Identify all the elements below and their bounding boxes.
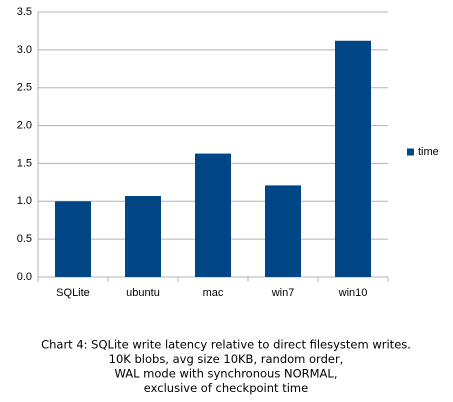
y-tick-label: 3.5	[17, 6, 32, 18]
y-tick-label: 0.5	[17, 233, 32, 245]
caption-line: WAL mode with synchronous NORMAL,	[115, 367, 338, 381]
x-tick-label: win7	[271, 287, 295, 299]
x-tick-label: mac	[203, 287, 224, 299]
y-tick-label: 2.0	[17, 119, 32, 131]
caption-line: exclusive of checkpoint time	[144, 381, 308, 395]
bar	[55, 201, 91, 277]
y-tick-label: 1.0	[17, 195, 32, 207]
y-tick-label: 2.5	[17, 82, 32, 94]
bar	[195, 153, 231, 277]
y-tick-label: 1.5	[17, 157, 32, 169]
caption-line: Chart 4: SQLite write latency relative t…	[41, 338, 411, 352]
x-tick-label: win10	[338, 287, 368, 299]
bar	[265, 185, 301, 277]
caption-line: 10K blobs, avg size 10KB, random order,	[109, 352, 344, 366]
y-tick-label: 0.0	[17, 271, 32, 283]
bar	[335, 40, 371, 278]
legend-label: time	[418, 146, 439, 158]
y-tick-label: 3.0	[17, 44, 32, 56]
x-tick-label: SQLite	[56, 287, 90, 299]
bar	[125, 195, 161, 277]
legend-swatch	[407, 148, 414, 156]
x-tick-label: ubuntu	[126, 287, 160, 299]
